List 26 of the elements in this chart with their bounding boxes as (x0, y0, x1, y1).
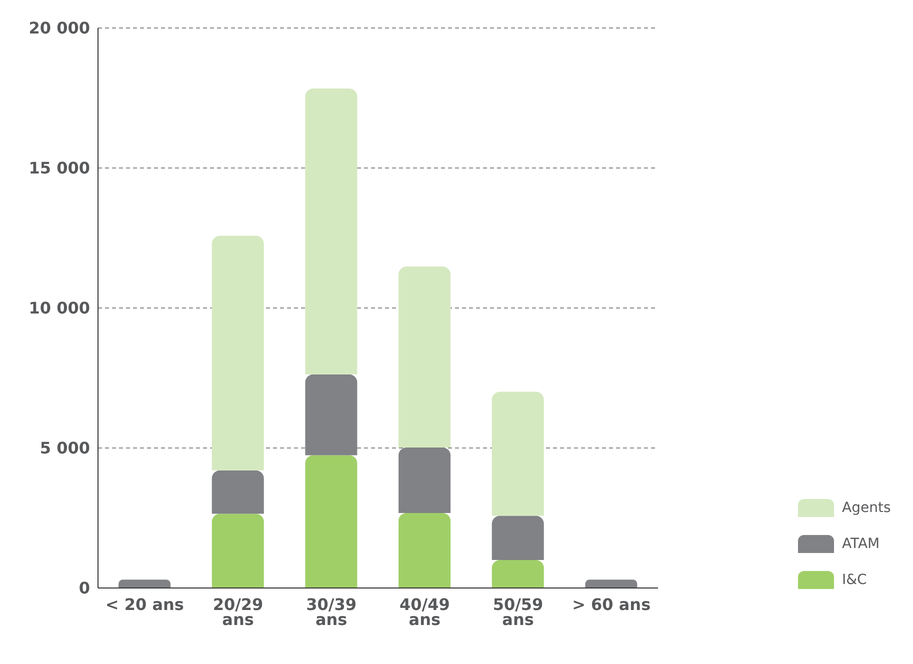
bar (492, 392, 544, 516)
x-tick-label: < 20 ans (105, 595, 184, 614)
y-tick-label: 15 000 (28, 158, 90, 178)
y-tick-label: 5 000 (40, 438, 90, 458)
bar (305, 455, 358, 588)
y-tick-label: 10 000 (28, 298, 90, 318)
bar (305, 88, 358, 374)
y-tick-label: 20 000 (28, 18, 90, 38)
x-tick-label: 50/59 ans (492, 595, 544, 629)
bar (398, 266, 451, 448)
bar (212, 236, 264, 470)
bar (212, 514, 264, 588)
x-tick-label: 30/39 ans (306, 595, 357, 629)
bar (118, 580, 171, 588)
x-tick-label: > 60 ans (572, 595, 651, 614)
bar (585, 580, 638, 588)
legend-label: I&C (842, 572, 867, 588)
x-tick-label: 20/29 ans (212, 595, 264, 629)
legend-label: ATAM (842, 536, 880, 552)
legend-label: Agents (842, 500, 891, 516)
bar (398, 512, 451, 588)
y-tick-label: 0 (78, 578, 90, 598)
x-tick-label: 40/49 ans (399, 595, 450, 629)
bar (492, 516, 544, 560)
bar (492, 560, 544, 588)
bar (212, 470, 264, 514)
